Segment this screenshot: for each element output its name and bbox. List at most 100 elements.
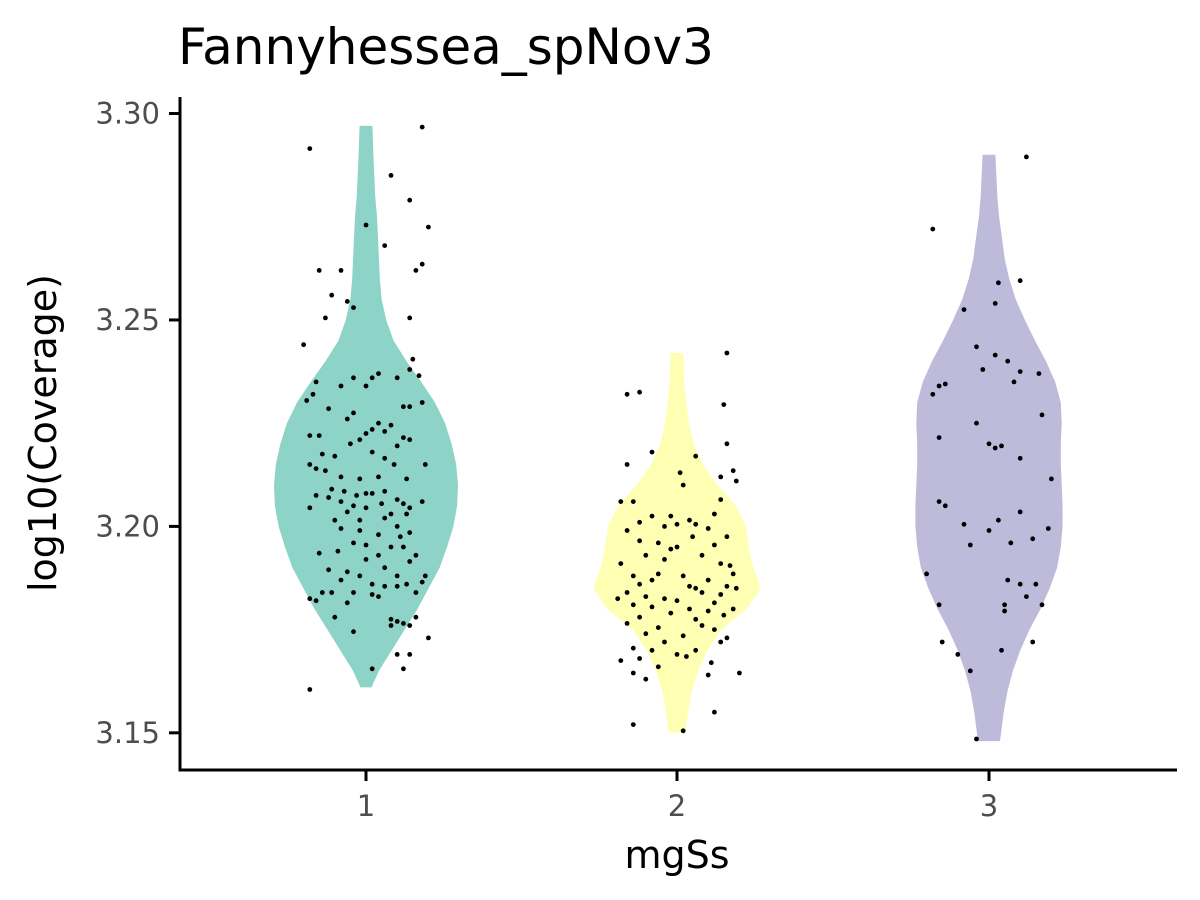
data-point xyxy=(419,124,425,130)
data-point xyxy=(630,602,636,608)
data-point xyxy=(407,559,413,564)
data-point xyxy=(316,433,322,438)
data-point xyxy=(942,381,948,387)
data-point xyxy=(637,519,642,525)
data-point xyxy=(382,488,388,494)
data-point xyxy=(674,652,680,657)
data-point xyxy=(413,590,419,595)
data-point xyxy=(313,466,319,471)
data-point xyxy=(351,540,356,546)
data-point xyxy=(705,526,711,531)
data-point xyxy=(687,517,692,523)
data-point xyxy=(357,437,363,443)
data-point xyxy=(630,670,636,676)
data-point xyxy=(724,534,730,540)
data-point xyxy=(1036,371,1042,376)
data-point xyxy=(404,511,409,517)
violin-2 xyxy=(593,353,761,733)
data-point xyxy=(382,515,388,521)
data-point xyxy=(724,635,730,641)
data-point xyxy=(1039,412,1045,418)
data-point xyxy=(924,571,929,577)
data-point xyxy=(313,493,319,498)
data-point xyxy=(936,602,942,608)
data-point xyxy=(313,598,319,604)
data-point xyxy=(307,687,313,692)
data-point xyxy=(668,610,674,616)
data-point xyxy=(357,517,363,523)
data-point xyxy=(662,557,667,562)
data-point xyxy=(1017,369,1023,374)
data-point xyxy=(721,612,727,618)
data-point xyxy=(376,594,381,599)
data-point xyxy=(316,550,322,556)
data-point xyxy=(382,565,388,571)
data-point xyxy=(649,647,655,653)
data-point xyxy=(637,389,642,395)
data-point xyxy=(624,590,630,595)
data-point xyxy=(687,606,692,612)
data-point xyxy=(936,383,942,389)
data-point xyxy=(712,542,717,548)
data-point xyxy=(416,373,422,379)
violin-1 xyxy=(274,125,458,688)
data-point xyxy=(730,468,736,474)
data-point xyxy=(624,391,630,397)
data-point xyxy=(974,420,979,426)
y-tick-label: 3.20 xyxy=(95,509,160,543)
data-point xyxy=(413,552,419,558)
data-point xyxy=(649,604,655,610)
data-point xyxy=(363,383,369,389)
data-point xyxy=(338,526,344,531)
x-tick-label: 2 xyxy=(668,789,686,823)
data-point xyxy=(319,590,325,595)
data-point xyxy=(712,709,717,715)
data-point xyxy=(721,402,727,407)
data-point xyxy=(699,623,705,628)
data-point xyxy=(1005,577,1011,583)
data-point xyxy=(718,474,724,480)
data-point xyxy=(394,524,400,529)
data-point xyxy=(404,581,409,587)
data-point xyxy=(326,406,331,412)
data-point xyxy=(382,243,388,249)
data-point xyxy=(687,583,692,589)
data-point xyxy=(733,585,739,591)
data-point xyxy=(369,666,375,672)
data-point xyxy=(307,596,313,602)
data-point xyxy=(615,596,621,602)
data-point xyxy=(1017,581,1023,587)
data-point xyxy=(649,577,655,583)
data-point xyxy=(357,573,363,579)
data-point xyxy=(961,521,967,527)
data-point xyxy=(992,445,998,451)
data-point xyxy=(708,660,714,666)
data-point xyxy=(394,652,400,657)
data-point xyxy=(693,521,699,527)
data-point xyxy=(986,441,992,447)
data-point xyxy=(637,581,642,587)
data-point xyxy=(413,614,419,620)
data-point xyxy=(655,625,661,630)
data-point xyxy=(363,491,369,496)
data-point xyxy=(307,433,313,438)
data-point xyxy=(354,493,359,498)
data-point xyxy=(718,497,724,502)
data-point xyxy=(637,614,642,620)
data-point xyxy=(699,552,705,558)
data-point xyxy=(637,656,642,661)
data-point xyxy=(630,722,636,727)
data-point xyxy=(624,528,630,533)
data-point xyxy=(401,666,406,672)
data-point xyxy=(323,315,328,321)
data-point xyxy=(655,540,661,546)
data-point xyxy=(936,435,942,440)
data-point xyxy=(394,375,400,381)
data-point xyxy=(401,544,406,550)
data-point xyxy=(680,573,686,579)
data-point xyxy=(419,261,425,267)
data-point xyxy=(351,410,356,416)
data-point xyxy=(369,427,375,432)
data-point xyxy=(338,383,344,389)
data-point xyxy=(724,441,730,447)
